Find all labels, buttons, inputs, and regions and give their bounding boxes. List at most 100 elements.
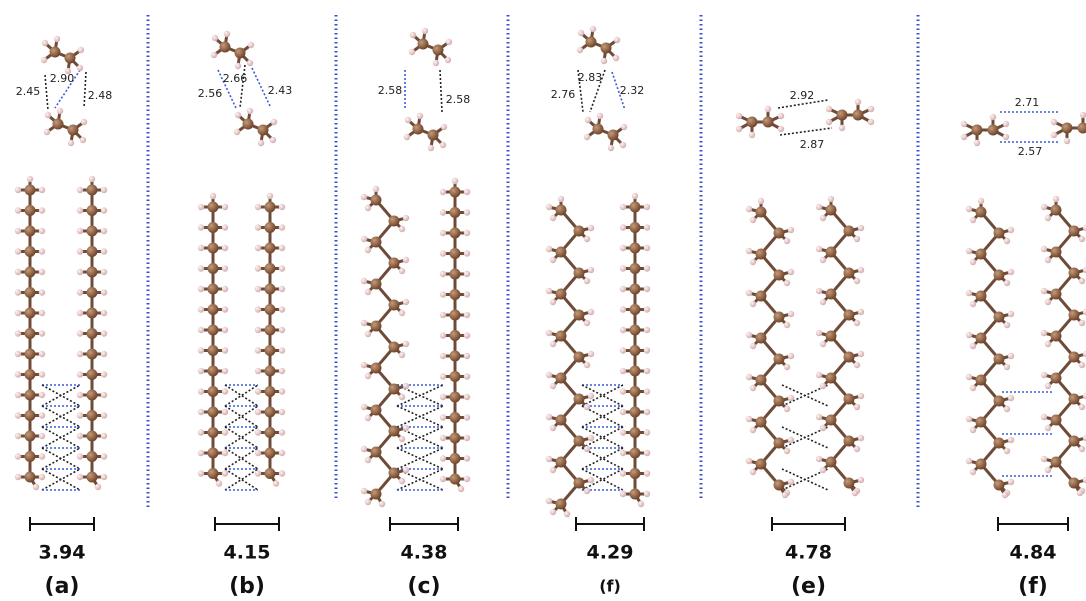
hydrogen-atom — [816, 204, 822, 210]
hydrogen-atom — [1079, 362, 1085, 368]
hydrogen-atom — [584, 446, 590, 452]
hydrogen-atom — [222, 245, 228, 251]
hydrogen-atom — [101, 269, 107, 275]
hydrogen-atom — [746, 332, 752, 338]
carbon-atom — [450, 392, 461, 403]
hydrogen-atom — [588, 351, 594, 357]
hydrogen-atom — [15, 228, 21, 234]
hydrogen-atom — [222, 429, 228, 435]
hydrogen-atom — [601, 58, 607, 64]
carbon-atom — [208, 345, 219, 356]
hydrogen-atom — [852, 490, 858, 496]
hydrogen-atom — [788, 227, 794, 233]
hydrogen-atom — [820, 383, 826, 389]
hydrogen-atom — [255, 388, 261, 394]
hydrogen-atom — [365, 415, 371, 421]
carbon-atom — [389, 468, 400, 479]
carbon-atom — [844, 268, 855, 279]
hydrogen-atom — [399, 394, 405, 400]
contact-distance: 2.58 — [378, 84, 403, 97]
hydrogen-atom — [440, 271, 446, 277]
hydrogen-atom — [440, 312, 446, 318]
interchain-distance: 4.84 — [1010, 542, 1057, 564]
hydrogen-atom — [279, 224, 285, 230]
contact-line — [84, 72, 86, 108]
hydrogen-atom — [584, 134, 590, 140]
hydrogen-atom — [222, 286, 228, 292]
hydrogen-atom — [1079, 404, 1085, 410]
hydrogen-atom — [365, 205, 371, 211]
hydrogen-atom — [446, 39, 452, 45]
hydrogen-atom — [858, 225, 864, 231]
hydrogen-atom — [550, 299, 556, 305]
hydrogen-atom — [464, 394, 470, 400]
carbon-atom — [450, 474, 461, 485]
hydrogen-atom — [279, 265, 285, 271]
carbon-atom — [630, 243, 641, 254]
hydrogen-atom — [546, 372, 552, 378]
hydrogen-atom — [1004, 364, 1010, 370]
hydrogen-atom — [1053, 196, 1059, 202]
hydrogen-atom — [765, 106, 771, 112]
carbon-atom — [844, 394, 855, 405]
hydrogen-atom — [550, 383, 556, 389]
hydrogen-atom — [750, 259, 756, 265]
hydrogen-atom — [1051, 119, 1057, 125]
carbon-atom — [389, 426, 400, 437]
hydrogen-atom — [403, 341, 409, 347]
carbon-atom — [1069, 310, 1080, 321]
hydrogen-atom — [101, 289, 107, 295]
hydrogen-atom — [279, 347, 285, 353]
hydrogen-atom — [620, 388, 626, 394]
hydrogen-atom — [235, 112, 241, 118]
hydrogen-atom — [101, 433, 107, 439]
hydrogen-atom — [198, 245, 204, 251]
carbon-atom — [87, 287, 98, 298]
contact-distance: 2.83 — [578, 71, 603, 84]
hydrogen-atom — [620, 306, 626, 312]
carbon-atom — [208, 427, 219, 438]
carbon-atom — [87, 308, 98, 319]
hydrogen-atom — [403, 467, 409, 473]
contact-distance: 2.56 — [198, 87, 223, 100]
carbon-atom — [208, 325, 219, 336]
hydrogen-atom — [440, 394, 446, 400]
hydrogen-atom — [77, 330, 83, 336]
hydrogen-atom — [440, 476, 446, 482]
carbon-atom — [826, 205, 837, 216]
carbon-atom — [87, 185, 98, 196]
hydrogen-atom — [858, 309, 864, 315]
contact-distance: 2.58 — [446, 93, 471, 106]
panel: 2.582.584.38(c) — [361, 28, 470, 599]
carbon-atom — [976, 207, 987, 218]
hydrogen-atom — [222, 347, 228, 353]
carbon-atom — [826, 457, 837, 468]
carbon-atom — [418, 39, 429, 50]
carbon-atom — [25, 410, 36, 421]
hydrogen-atom — [1077, 490, 1083, 496]
hydrogen-atom — [198, 327, 204, 333]
carbon-atom — [994, 270, 1005, 281]
hydrogen-atom — [101, 392, 107, 398]
carbon-atom — [25, 226, 36, 237]
hydrogen-atom — [279, 204, 285, 210]
carbon-atom — [87, 267, 98, 278]
hydrogen-atom — [410, 32, 416, 38]
hydrogen-atom — [644, 327, 650, 333]
hydrogen-atom — [1004, 322, 1010, 328]
hydrogen-atom — [198, 368, 204, 374]
carbon-atom — [556, 331, 567, 342]
interchain-distance: 4.38 — [401, 542, 448, 564]
hydrogen-atom — [417, 113, 423, 119]
hydrogen-atom — [81, 119, 87, 125]
hydrogen-atom — [452, 178, 458, 184]
hydrogen-atom — [267, 193, 273, 199]
contact-distance: 2.57 — [1018, 145, 1043, 158]
hydrogen-atom — [373, 186, 379, 192]
hydrogen-atom — [644, 224, 650, 230]
hydrogen-atom — [464, 312, 470, 318]
carbon-atom — [844, 226, 855, 237]
hydrogen-atom — [632, 193, 638, 199]
carbon-atom — [826, 289, 837, 300]
carbon-atom — [774, 480, 785, 491]
